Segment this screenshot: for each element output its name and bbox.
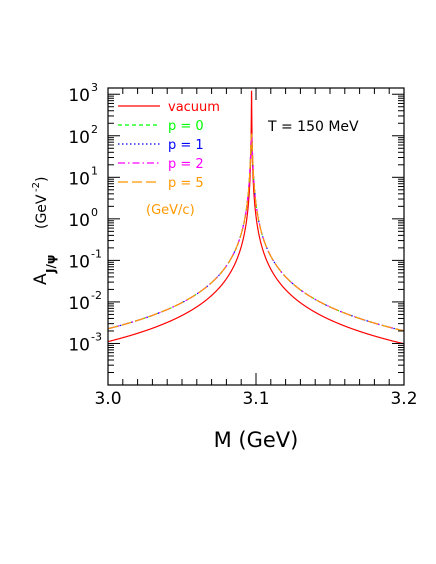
legend-label-0: vacuum — [168, 100, 220, 115]
y-axis-unit: (GeV — [34, 194, 50, 229]
series-line-0 — [108, 90, 404, 345]
series-line-4 — [108, 133, 404, 332]
x-axis-title: M (GeV) — [214, 428, 299, 452]
legend-label-3: p = 2 — [168, 157, 204, 172]
y-tick-exponent: -1 — [91, 247, 102, 260]
y-tick-label: 10 — [68, 252, 90, 272]
plot-frame — [107, 87, 405, 386]
y-tick-label: 10 — [68, 335, 90, 355]
y-tick-exponent: -2 — [91, 289, 102, 302]
y-axis-symbol: A — [31, 273, 51, 285]
y-axis-title: AJ/ψ (GeV -2) — [31, 177, 58, 285]
legend-unit-note: (GeV/c) — [146, 203, 195, 218]
y-tick-exponent: -3 — [91, 330, 102, 343]
x-tick-label: 3.1 — [242, 389, 269, 409]
legend-label-2: p = 1 — [168, 138, 204, 153]
legend-label-1: p = 0 — [168, 119, 204, 134]
legend-label-4: p = 5 — [168, 176, 204, 191]
y-tick-label: 10 — [68, 169, 90, 189]
temperature-annotation: T = 150 MeV — [267, 119, 359, 135]
y-axis-subscript: J/ψ — [44, 255, 58, 274]
x-tick-label: 3.0 — [94, 389, 121, 409]
y-tick-label: 10 — [68, 294, 90, 314]
y-tick-label: 10 — [68, 211, 90, 231]
y-tick-exponent: 1 — [91, 164, 98, 177]
y-tick-exponent: 2 — [91, 123, 98, 136]
y-tick-exponent: 0 — [91, 206, 98, 219]
x-tick-label: 3.2 — [390, 389, 417, 409]
y-axis-unit-exponent: -2 — [31, 182, 42, 192]
y-tick-label: 10 — [68, 128, 90, 148]
y-axis-unit-close: ) — [34, 177, 50, 182]
y-tick-label: 10 — [68, 86, 90, 106]
y-tick-exponent: 3 — [91, 81, 98, 94]
